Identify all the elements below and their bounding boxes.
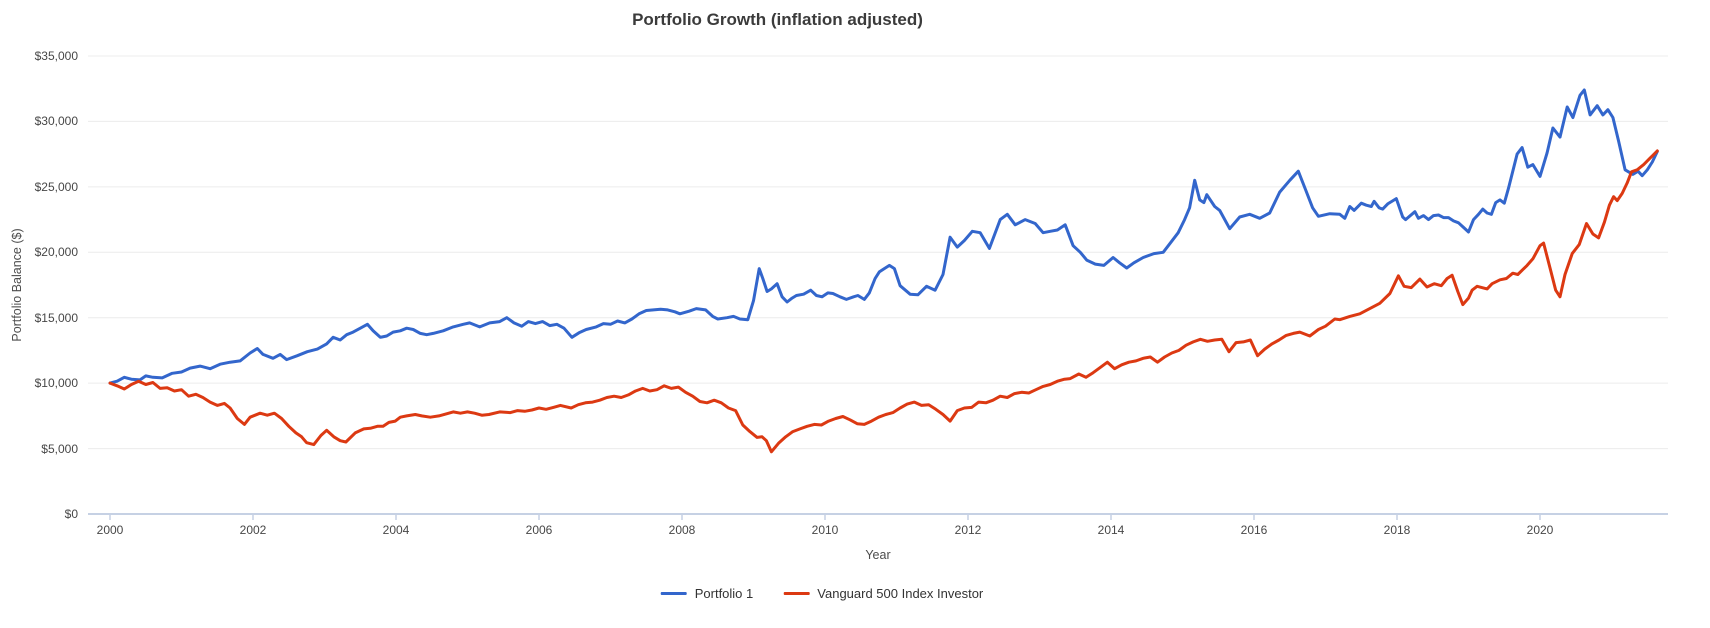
vanguard-500-line <box>108 149 1659 454</box>
x-tick-label: 2010 <box>811 523 839 537</box>
plot-area[interactable] <box>88 56 1668 514</box>
y-tick-label: $15,000 <box>34 310 78 325</box>
x-tick-label: 2000 <box>96 523 124 537</box>
y-tick-label: $25,000 <box>34 179 78 194</box>
x-axis-title: Year <box>865 548 891 562</box>
x-tick-label: 2008 <box>668 523 696 537</box>
y-tick-label: $35,000 <box>34 49 78 63</box>
x-tick-label: 2020 <box>1526 523 1554 537</box>
x-tick-label: 2012 <box>954 523 982 537</box>
series-lines <box>108 88 1659 454</box>
x-tick-label: 2018 <box>1383 523 1411 537</box>
gridlines <box>88 55 1668 515</box>
axis-tick-marks <box>109 514 1541 520</box>
x-tick-label: 2004 <box>382 523 410 537</box>
x-tick-label: 2014 <box>1097 523 1125 537</box>
x-tick-label: 2016 <box>1240 523 1268 537</box>
y-tick-label: $5,000 <box>41 441 78 456</box>
legend-item: Vanguard 500 Index Investor <box>783 586 983 601</box>
legend-label: Portfolio 1 <box>694 586 754 601</box>
y-tick-label: $10,000 <box>34 376 78 391</box>
y-tick-label: $20,000 <box>34 245 78 260</box>
legend-item: Portfolio 1 <box>660 586 754 601</box>
portfolio-1-line <box>108 88 1659 385</box>
x-tick-label: 2006 <box>525 523 553 537</box>
chart-title: Portfolio Growth (inflation adjusted) <box>632 10 923 29</box>
y-tick-label: $30,000 <box>34 114 78 129</box>
x-tick-label: 2002 <box>239 523 267 537</box>
legend-line-swatch <box>660 592 687 595</box>
chart-legend: Portfolio 1 Vanguard 500 Index Investor <box>660 586 983 601</box>
legend-line-swatch <box>783 592 810 595</box>
legend-label: Vanguard 500 Index Investor <box>817 586 984 601</box>
y-tick-label: $0 <box>64 507 78 521</box>
